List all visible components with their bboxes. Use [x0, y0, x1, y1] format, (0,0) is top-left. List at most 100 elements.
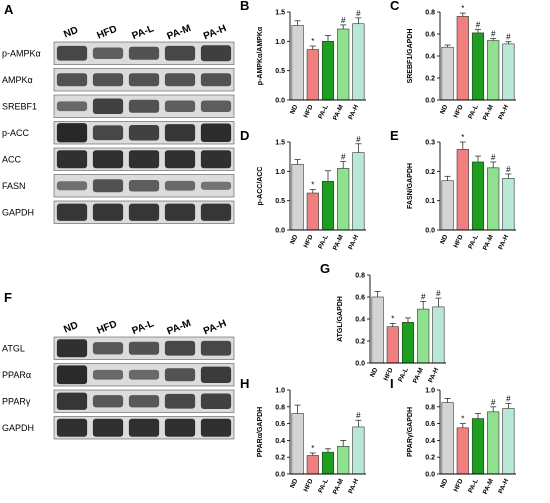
blot-band-a-0-3: [164, 45, 196, 61]
bar-chart-i: I ND * HFD PA-L # PA-M # PA-H 0.0 0.2 0.4 0.6 0.8 1.0 P…: [390, 376, 516, 495]
y-tick-label-h-1: 0.2: [275, 455, 285, 462]
blot-band-a-1-1: [92, 73, 124, 87]
bar-c-pa-h: [502, 43, 515, 101]
bar-chart-g: GND*HFD PA-L#PA-M#PA-H0.00.20.40.60.8ATGL…: [320, 261, 446, 384]
blot-band-a-3-3: [164, 124, 196, 142]
bar-i-hfd: [456, 427, 469, 475]
blot-band-f-1-1: [92, 369, 124, 380]
bar-d-pa-m: [337, 168, 350, 231]
x-tick-label-c-pa-m: PA-M: [482, 104, 495, 122]
y-tick-label-b-1: 0.5: [275, 68, 285, 75]
y-tick-label-d-2: 1.0: [275, 169, 285, 176]
western-blot-a: A ND HFD PA-L PA-M PA-H p-AMPKα AMPKα SREBF1 p-AC…: [2, 2, 235, 224]
bar-b-nd: [291, 25, 304, 101]
x-tick-label-i-pa-l: PA-L: [467, 478, 480, 494]
lane-label-f-pa-h: PA-H: [202, 318, 228, 337]
y-tick-label-e-1: 0.1: [425, 198, 435, 205]
blot-row-label-a-ampk: AMPKα: [2, 75, 33, 85]
bar-e-nd: [441, 180, 454, 231]
x-tick-label-b-pa-h: PA-H: [347, 104, 360, 121]
blot-band-f-2-2: [128, 395, 160, 408]
x-tick-label-d-pa-l: PA-L: [317, 234, 330, 250]
y-tick-label-d-0: 0.0: [275, 228, 285, 235]
y-tick-label-c-0: 0.0: [425, 98, 435, 105]
y-tick-label-i-4: 0.8: [425, 404, 435, 411]
x-tick-label-g-pa-l: PA-L: [397, 367, 410, 383]
y-axis-label-h: PPARα/GAPDH: [257, 407, 264, 457]
bar-c-nd: [441, 46, 454, 101]
blot-band-a-5-1: [92, 179, 124, 193]
blot-row-label-f-ppar: PPARγ: [2, 396, 31, 406]
blot-band-f-1-0: [56, 365, 88, 385]
blot-band-a-0-1: [92, 47, 124, 59]
x-tick-label-i-hfd: HFD: [453, 478, 465, 493]
panel-letter-f: F: [4, 290, 12, 305]
y-axis-label-e: FASN/GAPDH: [407, 163, 414, 209]
y-tick-label-e-2: 0.2: [425, 169, 435, 176]
panel-letter-d: D: [240, 128, 249, 143]
significance-mark-i-1: *: [461, 415, 464, 424]
blot-band-a-3-4: [200, 123, 232, 143]
blot-band-a-2-2: [128, 99, 160, 113]
bar-c-pa-m: [487, 40, 500, 101]
significance-mark-c-4: #: [506, 33, 511, 42]
significance-mark-e-3: #: [491, 153, 496, 162]
y-tick-label-c-2: 0.4: [425, 54, 435, 61]
y-tick-label-g-2: 0.4: [355, 317, 365, 324]
blot-band-a-4-0: [56, 150, 88, 169]
y-tick-label-h-4: 0.8: [275, 404, 285, 411]
significance-mark-g-4: #: [436, 289, 441, 298]
significance-mark-h-1: *: [311, 444, 314, 453]
x-tick-label-e-pa-l: PA-L: [467, 234, 480, 250]
x-tick-label-h-pa-h: PA-H: [347, 478, 360, 495]
panel-letter-b: B: [240, 0, 249, 13]
bar-g-pa-h: [432, 306, 445, 364]
y-axis-label-c: SREBF1/GAPDH: [407, 29, 414, 84]
bar-h-pa-h: [352, 426, 365, 475]
blot-band-a-6-3: [164, 203, 196, 221]
blot-band-a-2-3: [164, 100, 196, 112]
y-axis-label-i: PPARγ/GAPDH: [407, 407, 414, 457]
blot-band-f-0-0: [56, 339, 88, 358]
significance-mark-b-3: #: [341, 16, 346, 25]
panel-letter-a: A: [4, 2, 14, 17]
blot-band-f-2-1: [92, 395, 124, 408]
y-tick-label-b-3: 1.5: [275, 10, 285, 17]
bar-g-pa-l: [401, 321, 415, 364]
bar-g-nd: [371, 296, 384, 364]
x-tick-label-h-hfd: HFD: [303, 478, 315, 493]
blot-row-label-f-gapdh: GAPDH: [2, 423, 34, 433]
y-tick-label-i-0: 0.0: [425, 472, 435, 479]
significance-mark-h-4: #: [356, 411, 361, 420]
x-tick-label-g-pa-h: PA-H: [427, 367, 440, 384]
significance-mark-d-3: #: [341, 152, 346, 161]
blot-band-a-2-4: [200, 100, 232, 112]
blot-band-a-4-1: [92, 150, 124, 169]
panel-letter-e: E: [390, 128, 399, 143]
blot-band-f-0-2: [128, 341, 160, 355]
blot-row-label-a-acc: ACC: [2, 154, 22, 164]
blot-band-f-0-3: [164, 340, 196, 356]
blot-row-label-f-ppar: PPARα: [2, 370, 31, 380]
x-tick-label-d-nd: ND: [289, 234, 299, 246]
bar-e-pa-l: [471, 161, 485, 231]
y-tick-label-d-3: 1.5: [275, 140, 285, 147]
bar-c-pa-l: [471, 32, 485, 101]
bar-i-nd: [441, 402, 454, 475]
significance-mark-e-4: #: [506, 165, 511, 174]
blot-band-a-0-4: [200, 45, 232, 62]
lane-label-a-hfd: HFD: [95, 24, 118, 42]
blot-band-f-3-2: [128, 418, 160, 437]
bar-d-nd: [291, 163, 304, 231]
bar-d-pa-l: [321, 181, 335, 231]
y-tick-label-b-2: 1.0: [275, 39, 285, 46]
blot-band-f-3-4: [200, 418, 232, 437]
y-tick-label-i-2: 0.4: [425, 438, 435, 445]
x-tick-label-i-pa-m: PA-M: [482, 478, 495, 496]
blot-band-a-3-1: [92, 125, 124, 141]
x-tick-label-b-nd: ND: [289, 104, 299, 116]
blot-row-label-a-gapdh: GAPDH: [2, 207, 34, 217]
blot-band-a-1-3: [164, 73, 196, 87]
bar-c-hfd: [456, 16, 469, 101]
y-tick-label-b-0: 0.0: [275, 98, 285, 105]
